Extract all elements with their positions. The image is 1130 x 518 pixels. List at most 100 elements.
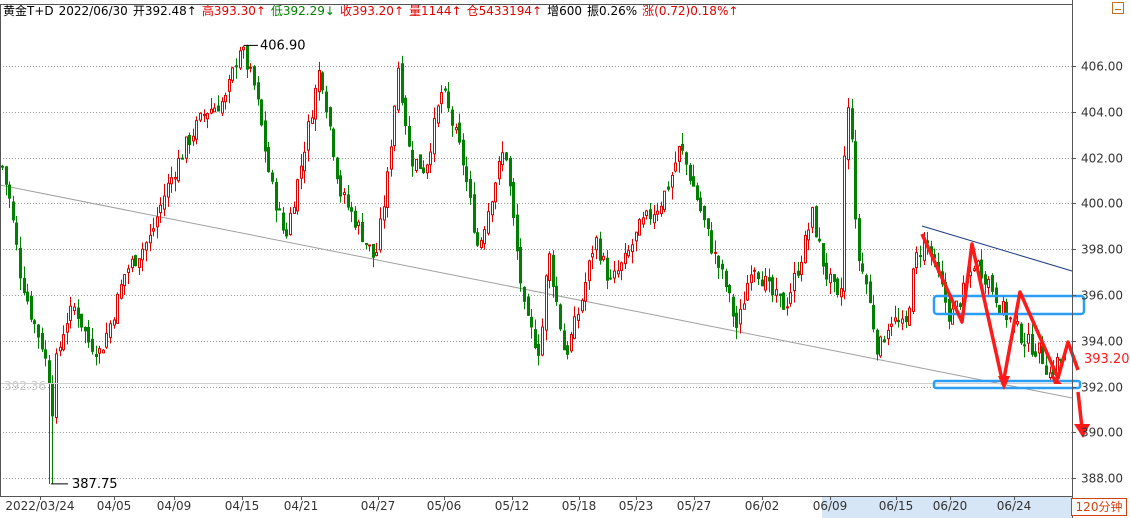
candle-body (786, 306, 789, 309)
y-tick-label: 404.00 (1081, 106, 1123, 120)
candle-body (545, 275, 548, 331)
x-tick-label: 05/06 (427, 499, 462, 513)
candle-body (696, 185, 699, 200)
low-marker-label: 387.75 (72, 477, 118, 492)
candle-body (109, 323, 112, 338)
candle-body (599, 238, 602, 261)
candle-body (512, 181, 515, 218)
candle-body (357, 221, 360, 226)
candle-body (624, 252, 627, 265)
date-label: 2022/06/30 (58, 4, 128, 18)
candle-body (894, 317, 897, 322)
candle-body (372, 243, 375, 258)
candle-body (188, 134, 191, 146)
candle-body (530, 316, 533, 328)
candle-body (980, 259, 983, 279)
candle-body (12, 201, 15, 221)
candle-body (721, 263, 724, 270)
candle-body (465, 166, 468, 183)
candle-body (501, 152, 504, 166)
visible-range-highlight (822, 496, 1072, 518)
candle-body (300, 165, 303, 179)
candle-body (523, 286, 526, 302)
x-tick-label: 2022/03/24 (5, 499, 74, 513)
candle-body (59, 346, 62, 352)
candle-body (804, 234, 807, 264)
candle-body (563, 330, 566, 351)
candle-body (505, 152, 508, 161)
candle-body (1020, 323, 1023, 344)
candle-body (426, 164, 429, 174)
candle-body (516, 214, 519, 252)
grid-layer (0, 66, 1072, 479)
y-tick-label: 402.00 (1081, 152, 1123, 166)
candle-body (203, 113, 206, 117)
candle-body (120, 284, 123, 299)
candle-body (728, 285, 731, 294)
candle-body (717, 255, 720, 268)
candle-body (908, 307, 911, 326)
high-value: 高393.30↑ (201, 4, 266, 18)
candle-body (23, 277, 26, 294)
candle-body (872, 304, 875, 330)
restore-icon[interactable] (1112, 2, 1124, 14)
x-tick-label: 06/02 (745, 499, 780, 513)
candle-body (627, 250, 630, 257)
candle-body (876, 329, 879, 355)
candle-body (815, 206, 818, 238)
candle-body (217, 105, 220, 112)
candle-body (314, 87, 317, 120)
candle-body (861, 263, 864, 272)
candle-body (710, 230, 713, 254)
candle-body (559, 304, 562, 330)
x-tick-label: 04/21 (284, 499, 319, 513)
volume-value: 量1144↑ (409, 4, 462, 18)
candle-body (537, 343, 540, 356)
candle-body (437, 105, 440, 124)
candle-body (386, 171, 389, 209)
x-tick-label: 06/24 (997, 499, 1032, 513)
x-tick-label: 04/15 (225, 499, 260, 513)
candle-body (509, 157, 512, 187)
candle-body (455, 127, 458, 131)
candle-body (325, 91, 328, 113)
candle-body (451, 109, 454, 126)
candle-body (113, 319, 116, 326)
candle-body (105, 332, 108, 348)
candle-body (163, 195, 166, 210)
candle-body (660, 205, 663, 215)
annotation-layer: 406.90 387.75 392.36 393.20 (0, 38, 1130, 492)
candle-body (199, 112, 202, 121)
candle-body (185, 136, 188, 159)
candle-body (491, 201, 494, 216)
candle-body (404, 97, 407, 127)
period-selector[interactable]: 120分钟 (1071, 498, 1127, 516)
candle-body (631, 244, 634, 253)
candle-body (825, 262, 828, 280)
candle-body (260, 99, 263, 126)
candle-body (329, 107, 332, 127)
candle-body (692, 176, 695, 187)
candle-body (285, 229, 288, 237)
candle-body (851, 108, 854, 140)
candle-body (1, 165, 4, 168)
candle-body (743, 303, 746, 310)
candle-body (411, 150, 414, 167)
position-value: 仓5433194↑ (466, 4, 543, 18)
y-tick-label: 398.00 (1081, 243, 1123, 257)
candle-body (221, 101, 224, 114)
high-marker-label: 406.90 (260, 38, 306, 53)
candle-body (735, 312, 738, 328)
candle-body (307, 121, 310, 151)
candle-body (534, 329, 537, 349)
candle-body (1034, 351, 1037, 357)
candle-body (883, 339, 886, 343)
candle-body (224, 94, 227, 103)
candle-body (674, 162, 677, 172)
candle-body (48, 360, 51, 384)
candle-body (131, 258, 134, 269)
candle-body (901, 318, 904, 324)
candle-body (343, 192, 346, 195)
